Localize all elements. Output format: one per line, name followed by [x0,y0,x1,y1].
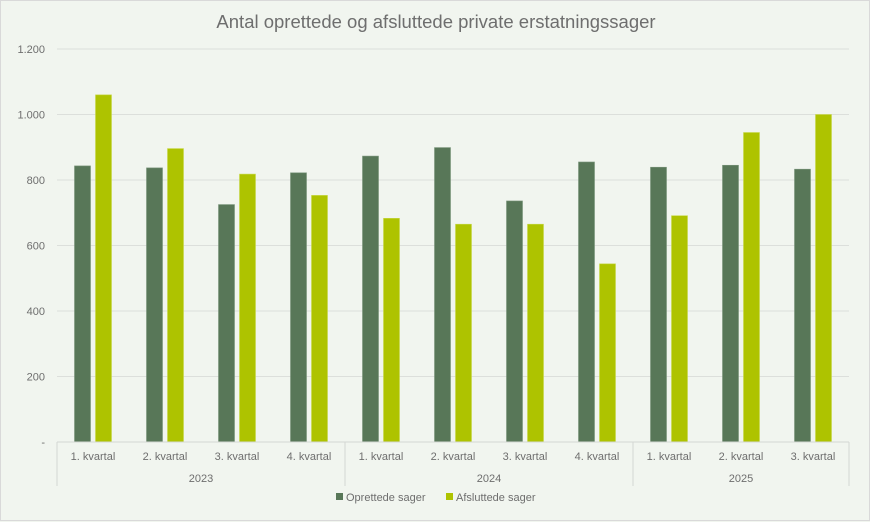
bar-afsluttede [95,94,112,443]
x-tick-label: 3. kvartal [791,451,836,463]
x-group-label: 2025 [729,473,753,485]
bar-afsluttede [239,173,256,443]
bar-afsluttede [527,223,544,443]
gridlines [57,48,849,377]
bar-oprettede [146,167,163,443]
x-tick-label: 3. kvartal [215,451,260,463]
legend: Oprettede sager Afsluttede sager [336,492,536,504]
bar-afsluttede [599,263,616,443]
x-tick-label: 2. kvartal [431,451,476,463]
bar-oprettede [722,164,739,443]
bar-oprettede [794,168,811,443]
x-group-label: 2023 [189,473,213,485]
legend-swatch [446,493,453,500]
x-tick-label: 2. kvartal [719,451,764,463]
chart-title: Antal oprettede og afsluttede private er… [216,11,655,32]
bar-afsluttede [815,114,832,443]
bar-afsluttede [671,215,688,443]
legend-swatch [336,493,343,500]
x-tick-label: 4. kvartal [287,451,332,463]
bar-oprettede [578,161,595,443]
bars [74,94,832,443]
legend-label: Afsluttede sager [456,492,536,504]
bar-afsluttede [455,223,472,443]
y-tick-label: 1.200 [17,44,45,56]
x-tick-label: 3. kvartal [503,451,548,463]
y-axis-ticks: - 200 400 600 800 1.000 1.200 [17,44,45,449]
x-tick-label: 2. kvartal [143,451,188,463]
bar-oprettede [434,147,451,443]
x-tick-label: 1. kvartal [71,451,116,463]
bar-oprettede [650,166,667,443]
legend-label: Oprettede sager [346,492,426,504]
bar-afsluttede [743,132,760,443]
bar-afsluttede [383,218,400,443]
y-tick-label: 200 [27,372,45,384]
x-tick-label: 1. kvartal [647,451,692,463]
bar-oprettede [290,172,307,443]
y-tick-label: 400 [27,306,45,318]
bar-oprettede [362,155,379,443]
bar-oprettede [218,204,235,443]
bar-afsluttede [167,148,184,443]
bar-oprettede [506,200,523,443]
y-tick-label: 800 [27,175,45,187]
y-tick-label: 1.000 [17,110,45,122]
x-tick-label: 4. kvartal [575,451,620,463]
x-group-label: 2024 [477,473,501,485]
bar-afsluttede [311,195,328,443]
x-axis: 1. kvartal 2. kvartal 3. kvartal 4. kvartal… [56,441,850,486]
bar-oprettede [74,165,91,443]
y-tick-label: 600 [27,241,45,253]
x-tick-label: 1. kvartal [359,451,404,463]
y-tick-label: - [41,437,45,449]
